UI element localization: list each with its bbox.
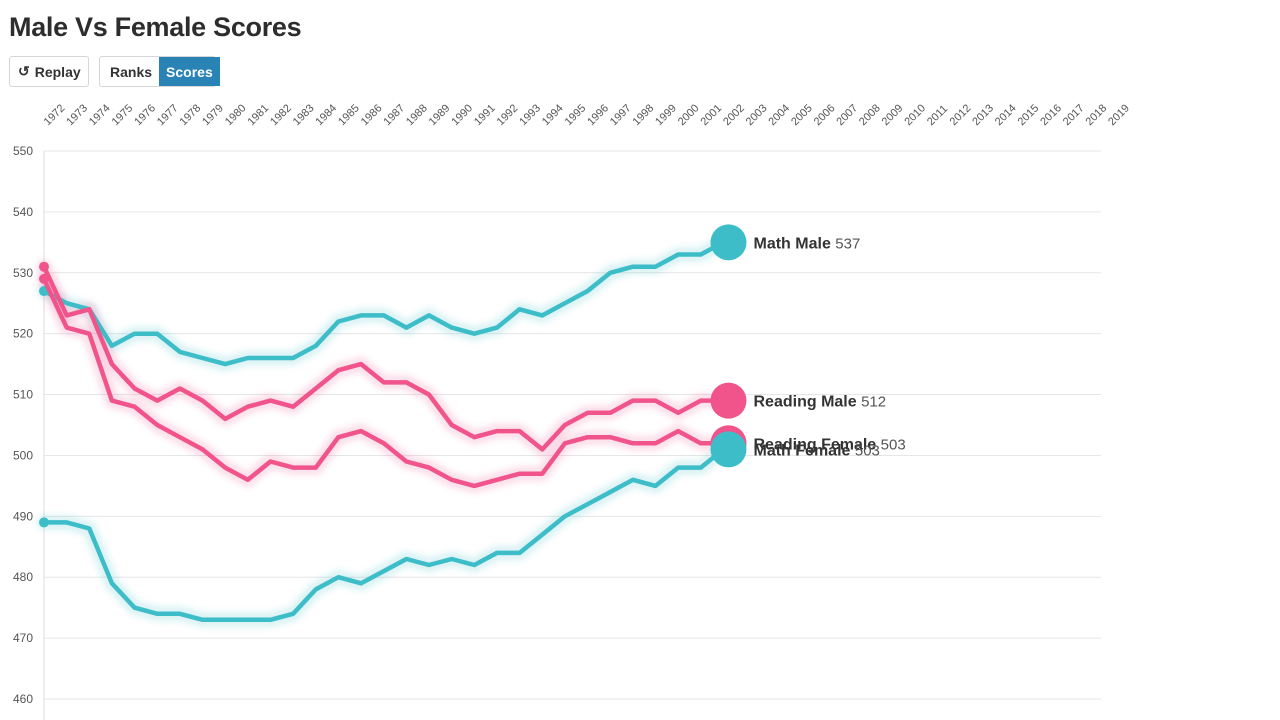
x-tick-label: 2018: [1084, 102, 1110, 128]
y-tick-label: 480: [13, 570, 33, 584]
page-title: Male Vs Female Scores: [9, 12, 302, 42]
x-tick-label: 1984: [313, 102, 339, 128]
y-tick-label: 460: [13, 692, 33, 706]
series-value: 503: [881, 436, 906, 453]
series-end-marker: [710, 431, 747, 468]
x-tick-label: 1987: [381, 102, 407, 128]
view-toggle: Ranks Scores: [99, 56, 220, 87]
x-tick-label: 1996: [585, 102, 611, 128]
x-tick-label: 1992: [495, 102, 521, 128]
x-tick-label: 1975: [110, 102, 136, 128]
x-tick-label: 1973: [64, 102, 90, 128]
y-tick-label: 550: [13, 144, 33, 158]
x-tick-label: 2014: [993, 102, 1019, 128]
replay-button[interactable]: ↺ Replay: [9, 56, 89, 87]
x-tick-label: 1986: [359, 102, 385, 128]
toggle-ranks[interactable]: Ranks: [110, 63, 153, 80]
x-tick-label: 1995: [563, 102, 589, 128]
x-tick-label: 1985: [336, 102, 362, 128]
x-tick-label: 1990: [449, 102, 475, 128]
series-start-point: [39, 273, 49, 284]
series-glow-group: [36, 234, 731, 628]
x-tick-label: 1981: [245, 102, 271, 128]
x-tick-label: 1994: [540, 102, 566, 128]
x-tick-label: 1979: [200, 102, 226, 128]
series-line: [41, 447, 726, 623]
x-tick-label: 2004: [766, 102, 792, 128]
y-tick-label: 510: [13, 388, 33, 402]
x-tick-label: 1999: [653, 102, 679, 128]
x-tick-label: 2015: [1016, 102, 1042, 128]
series-name: Math Male: [754, 235, 836, 252]
x-tick-label: 1972: [42, 102, 68, 128]
y-tick-label: 530: [13, 266, 33, 280]
series-start-point: [39, 517, 49, 528]
x-tick-label: 2005: [789, 102, 815, 128]
replay-label: Replay: [34, 63, 81, 80]
y-tick-label: 470: [13, 631, 33, 645]
y-tick-label: 540: [13, 205, 33, 219]
x-tick-label: 1978: [178, 102, 204, 128]
x-tick-label: 1989: [427, 102, 453, 128]
x-tick-label: 2009: [880, 102, 906, 128]
x-tick-label: 1976: [132, 102, 158, 128]
toggle-scores[interactable]: Scores: [159, 57, 220, 86]
x-tick-label: 1997: [608, 102, 634, 128]
series-name: Reading Female: [754, 436, 881, 453]
y-tick-label: 490: [13, 509, 33, 523]
series-end-marker: [710, 382, 747, 419]
replay-icon: ↺: [18, 63, 30, 79]
series-label: Math Female 503: [754, 442, 880, 459]
series-start-point: [39, 261, 49, 272]
x-tick-label: 2003: [744, 102, 770, 128]
x-tick-label: 1977: [155, 102, 181, 128]
x-tick-label: 1982: [268, 102, 294, 128]
series-label: Reading Female 503: [754, 436, 906, 453]
series-value: 512: [861, 394, 886, 411]
x-tick-label: 1998: [631, 102, 657, 128]
x-tick-label: 1988: [404, 102, 430, 128]
series-line: [41, 276, 726, 489]
x-tick-label: 1980: [223, 102, 249, 128]
x-tick-label: 1993: [517, 102, 543, 128]
y-tick-label: 520: [13, 327, 33, 341]
x-tick-label: 2013: [970, 102, 996, 128]
x-tick-label: 2001: [698, 102, 724, 128]
x-tick-label: 1983: [291, 102, 317, 128]
x-tick-label: 2000: [676, 102, 702, 128]
x-tick-label: 2010: [902, 102, 928, 128]
y-tick-label: 500: [13, 448, 33, 462]
series-name: Reading Male: [754, 394, 862, 411]
series-label: Reading Male 512: [754, 394, 887, 411]
x-tick-label: 2006: [812, 102, 838, 128]
series-value: 537: [835, 235, 860, 252]
series-value: 503: [855, 442, 880, 459]
series-label: Math Male 537: [754, 235, 861, 252]
x-tick-label: 2011: [925, 103, 950, 128]
series-glow: [36, 234, 731, 372]
x-tick-label: 2002: [721, 102, 747, 128]
x-tick-label: 1974: [87, 102, 113, 128]
series-end-marker: [710, 224, 747, 261]
series-line: [41, 240, 726, 367]
x-tick-label: 2007: [834, 102, 860, 128]
line-chart: 4604704804905005105205305405501972197319…: [13, 102, 1132, 720]
series-glow: [36, 441, 731, 628]
x-tick-label: 1991: [472, 102, 498, 128]
x-tick-label: 2017: [1061, 102, 1087, 128]
x-tick-label: 2008: [857, 102, 883, 128]
x-tick-label: 2012: [948, 102, 974, 128]
x-tick-label: 2019: [1106, 102, 1132, 128]
series-name: Math Female: [754, 442, 855, 459]
series-line: [41, 264, 726, 452]
x-tick-label: 2016: [1038, 102, 1064, 128]
